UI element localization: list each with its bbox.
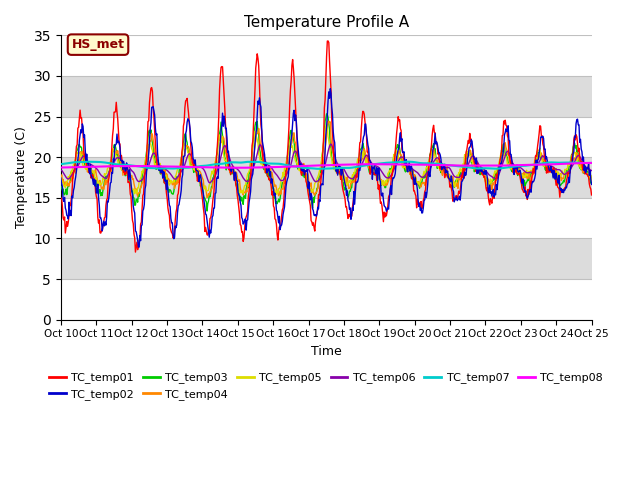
Bar (61, 117, 591, 157)
Title: Temperature Profile A: Temperature Profile A (244, 15, 409, 30)
Text: HS_met: HS_met (72, 38, 125, 51)
Legend: TC_temp01, TC_temp02, TC_temp03, TC_temp04, TC_temp05, TC_temp06, TC_temp07, TC_: TC_temp01, TC_temp02, TC_temp03, TC_temp… (45, 368, 608, 404)
Y-axis label: Temperature (C): Temperature (C) (15, 127, 28, 228)
Bar (61, 36, 591, 76)
Bar (61, 279, 591, 320)
X-axis label: Time: Time (311, 345, 342, 358)
Bar (61, 198, 591, 239)
